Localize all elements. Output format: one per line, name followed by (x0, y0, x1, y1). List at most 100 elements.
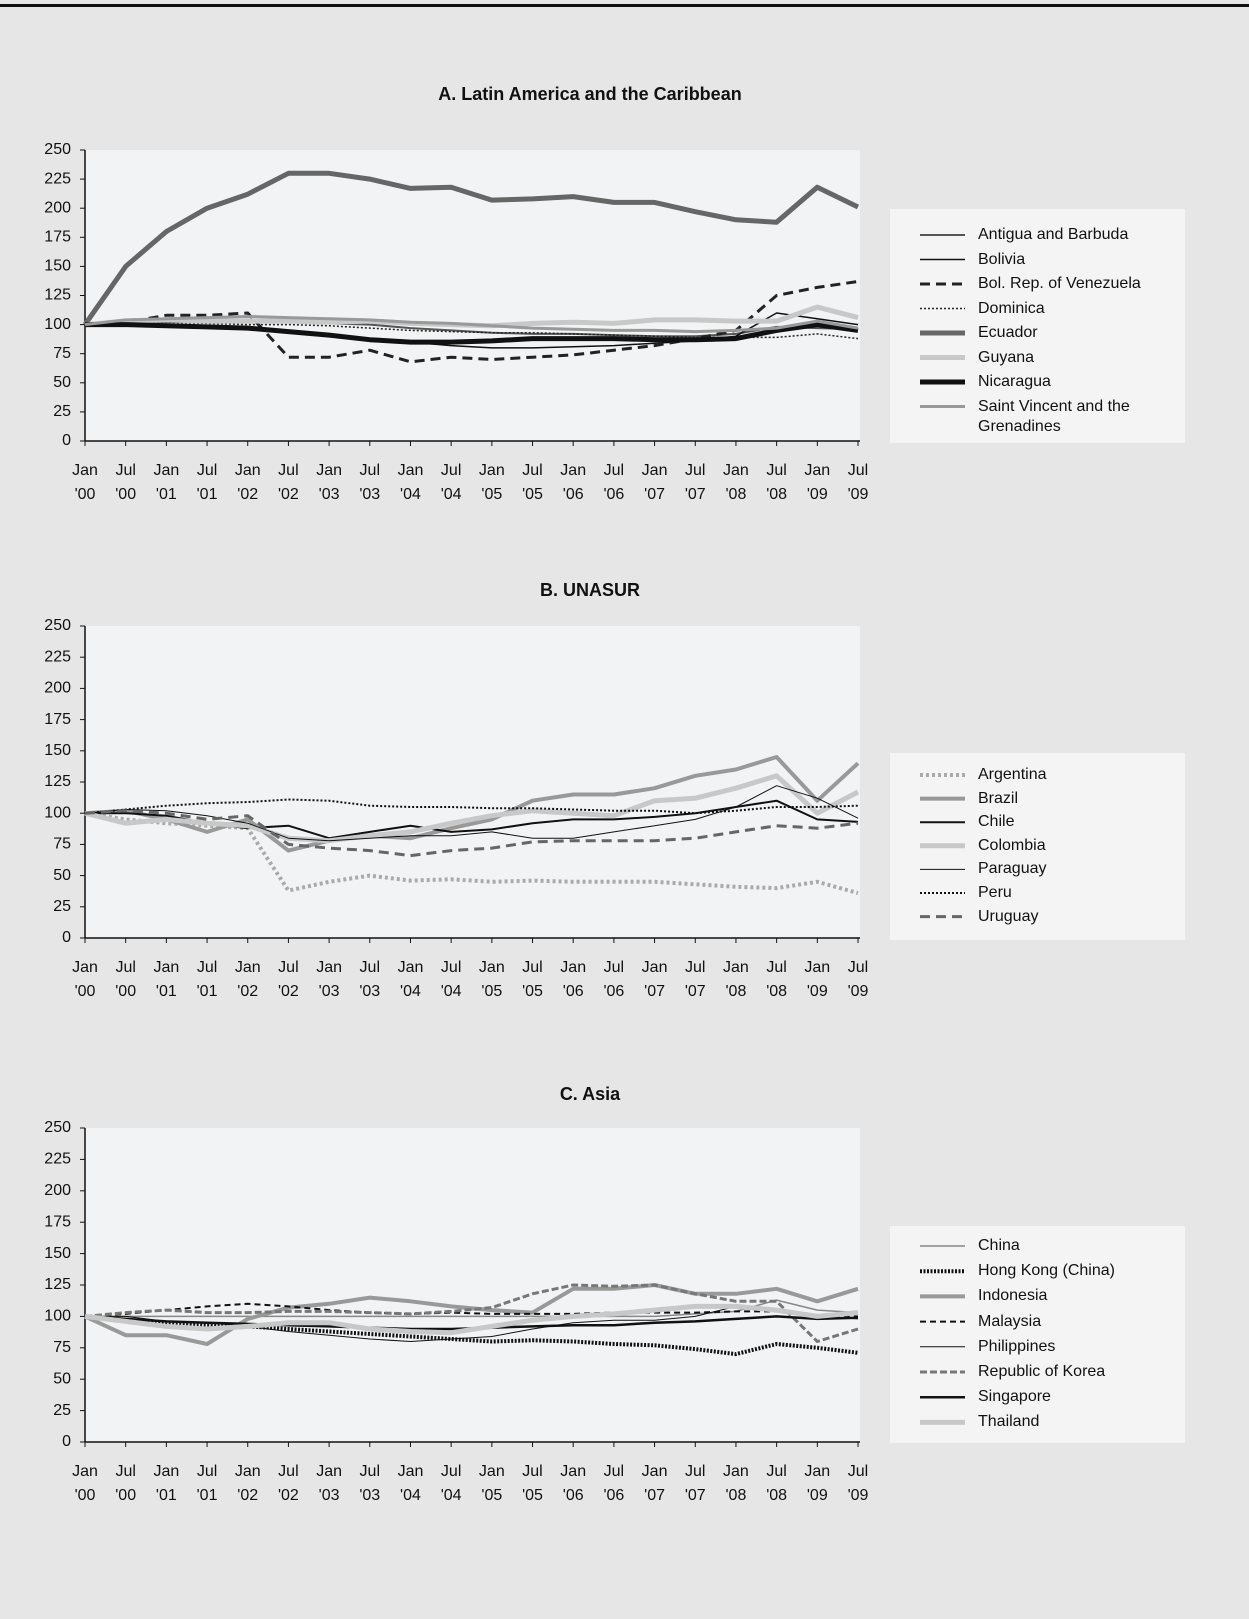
legend-label: Guyana (978, 348, 1035, 366)
y-tick-label: 125 (44, 773, 71, 790)
x-tick-label: Jul '02 (277, 1463, 299, 1504)
legend-label: Colombia (978, 836, 1046, 854)
x-tick-label: Jan '01 (153, 1463, 180, 1504)
x-tick-label: Jul '05 (522, 462, 543, 503)
x-tick-label: Jan '07 (641, 462, 668, 503)
x-tick-label: Jan '03 (316, 959, 342, 1000)
x-tick-label: Jul '04 (440, 959, 462, 1000)
series-line (82, 170, 860, 327)
legend-label: Bolivia (978, 250, 1026, 268)
x-tick-label: Jul '02 (277, 462, 299, 503)
x-tick-label: Jan '04 (397, 959, 424, 1000)
legend-label: Singapore (978, 1388, 1051, 1406)
series-line (84, 315, 859, 334)
x-tick-label: Jul '06 (603, 959, 625, 1000)
x-tick-label: Jul '02 (277, 959, 299, 1000)
y-tick-label: 125 (44, 1276, 71, 1293)
series-line (84, 785, 859, 842)
chart-title: B. UNASUR (539, 580, 640, 600)
x-tick-label: Jul '09 (847, 959, 869, 1000)
legend-label: Hong Kong (China) (978, 1262, 1115, 1280)
y-tick-label: 50 (53, 374, 71, 391)
x-tick-label: Jan '08 (723, 959, 749, 1000)
x-tick-label: Jul '08 (766, 1463, 788, 1504)
x-tick-label: Jan '00 (72, 462, 98, 503)
chart-title: C. Asia (559, 1084, 621, 1104)
series-line (84, 811, 859, 896)
x-tick-label: Jan '02 (234, 959, 261, 1000)
x-tick-label: Jul '04 (440, 462, 462, 503)
series-line (84, 809, 859, 858)
x-tick-label: Jan '01 (153, 959, 180, 1000)
x-tick-label: Jan '04 (397, 1463, 424, 1504)
x-tick-label: Jul '01 (196, 462, 218, 503)
x-tick-label: Jan '06 (560, 462, 587, 503)
y-tick-label: 175 (44, 711, 71, 728)
y-tick-label: 250 (44, 1119, 71, 1136)
legend: China Hong Kong (China) Indonesia Malaysia P… (890, 1226, 1185, 1443)
series-line (84, 280, 859, 364)
legend-label: Uruguay (978, 907, 1039, 925)
legend-label: Argentina (978, 766, 1047, 783)
y-tick-label: 0 (62, 432, 71, 449)
legend-label: Chile (978, 813, 1015, 831)
x-tick-label: Jan '07 (641, 959, 668, 1000)
x-tick-label: Jul '09 (847, 462, 869, 503)
series-line (84, 1302, 858, 1318)
y-tick-label: 25 (53, 1402, 71, 1419)
y-tick-label: 200 (44, 680, 71, 697)
x-tick-label: Jul '07 (684, 462, 706, 503)
legend-label: Malaysia (978, 1312, 1042, 1330)
x-tick-label: Jan '05 (478, 1463, 505, 1504)
y-tick-label: 75 (53, 345, 71, 362)
x-tick-label: Jan '06 (560, 1463, 587, 1504)
chart-title: A. Latin America and the Caribbean (438, 84, 742, 104)
x-tick-label: Jul '03 (359, 462, 381, 503)
x-tick-label: Jan '01 (153, 462, 180, 503)
y-tick-label: 25 (53, 898, 71, 915)
x-tick-label: Jul '07 (684, 1463, 706, 1504)
legend-label: China (978, 1237, 1020, 1254)
series-line (85, 322, 859, 345)
y-tick-label: 75 (53, 1339, 71, 1356)
legend-label: Dominica (978, 299, 1045, 317)
y-tick-label: 225 (44, 1151, 71, 1168)
legend-label: Antigua and Barbuda (978, 226, 1129, 243)
y-tick-label: 100 (44, 1308, 71, 1325)
x-tick-label: Jul '05 (522, 959, 543, 1000)
legend-label: Bol. Rep. of Venezuela (978, 275, 1141, 292)
x-tick-label: Jul '00 (115, 959, 137, 1000)
x-tick-label: Jan '09 (804, 462, 831, 503)
top-rule (0, 4, 1249, 7)
x-tick-label: Jul '06 (603, 1463, 625, 1504)
y-tick-label: 50 (53, 1370, 71, 1387)
legend: Argentina Brazil Chile Colombia Paraguay Peru… (890, 753, 1185, 940)
x-tick-label: Jan '00 (72, 1463, 98, 1504)
legend-label: Peru (978, 884, 1012, 901)
x-tick-label: Jan '00 (72, 959, 98, 1000)
y-tick-label: 200 (44, 1182, 71, 1199)
legend-label: Thailand (978, 1413, 1040, 1431)
y-tick-label: 150 (44, 258, 71, 275)
x-tick-label: Jul '08 (766, 462, 788, 503)
y-tick-label: 225 (44, 648, 71, 665)
x-tick-label: Jul '00 (115, 1463, 137, 1504)
x-tick-label: Jan '07 (641, 1463, 668, 1504)
y-tick-label: 150 (44, 742, 71, 759)
legend-label: Republic of Korea (978, 1363, 1106, 1380)
x-tick-label: Jul '07 (684, 959, 706, 1000)
legend-label: Brazil (978, 789, 1019, 807)
x-tick-label: Jan '02 (234, 1463, 261, 1504)
series-line (84, 798, 859, 815)
y-tick-label: 250 (44, 617, 71, 634)
series-line (84, 755, 860, 853)
x-tick-label: Jul '08 (766, 959, 788, 1000)
x-tick-label: Jan '09 (804, 959, 831, 1000)
y-tick-label: 125 (44, 287, 71, 304)
x-tick-label: Jul '01 (196, 959, 218, 1000)
x-tick-label: Jan '02 (234, 462, 261, 503)
x-tick-label: Jul '03 (359, 959, 381, 1000)
y-tick-label: 150 (44, 1245, 71, 1262)
